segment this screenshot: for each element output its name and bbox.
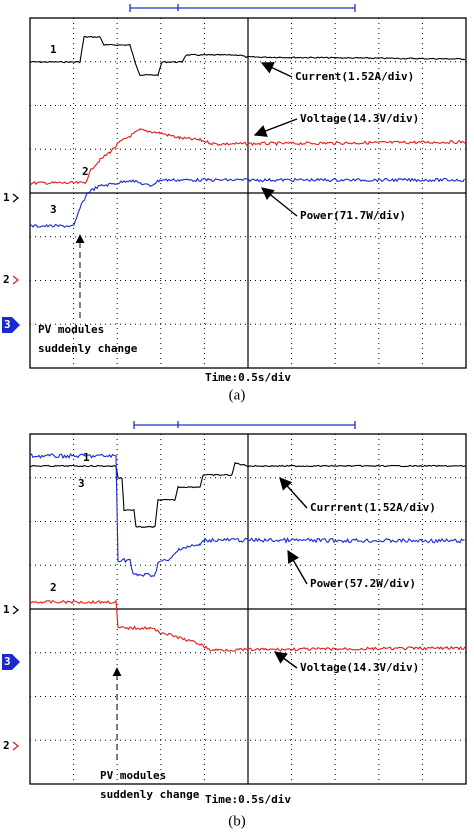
annotation: Currrent(1.52A/div) [310,501,436,514]
time-label: Time:0.5s/div [205,793,291,806]
trace [29,35,466,77]
trace-label: 1 [50,43,57,56]
trigger-bar [133,421,356,429]
channel-marker-label: 2 [3,273,10,286]
annotation-arrow [261,187,298,217]
channel-marker-label: 2 [3,739,10,752]
trace-label: 3 [78,477,85,490]
annotation-arrow [273,651,298,669]
annotation-arrow [279,477,308,509]
trace [29,128,466,186]
channel-marker-label: 3 [4,655,11,668]
annotation: Power(71.7W/div) [300,209,406,222]
annotation-arrow [253,118,298,137]
trace [30,462,466,529]
channel-marker [2,654,20,670]
channel-marker-label: 1 [3,603,10,616]
note-line: PV modules [100,769,166,782]
trace-label: 3 [50,203,57,216]
channel-marker [12,741,20,751]
annotation: Current(1.52A/div) [295,70,414,83]
trace-label: 2 [50,581,57,594]
annotation: Power(57.2W/div) [310,577,416,590]
annotation: Voltage(14.3V/div) [300,112,419,125]
channel-marker [2,317,20,333]
note-line: suddenly change [100,788,200,801]
note-line: suddenly change [38,342,138,355]
caption: (b) [228,813,246,829]
trace [29,599,466,652]
annotation: Voltage(14.3V/div) [300,661,419,674]
screen-frame [29,433,467,785]
trigger-bar [129,4,356,12]
trace-label: 1 [83,451,90,464]
time-label: Time:0.5s/div [205,371,291,384]
channel-marker [12,275,20,285]
channel-marker [12,193,20,203]
annotation-arrow [287,549,308,585]
trace [29,177,465,228]
annotation-arrow [260,62,293,78]
channel-marker-label: 3 [4,318,11,331]
screen-frame [29,17,467,369]
caption: (a) [229,387,246,403]
trace [29,452,465,578]
note-line: PV modules [38,323,104,336]
trace-label: 2 [82,165,89,178]
channel-marker [12,605,20,615]
channel-marker-label: 1 [3,191,10,204]
